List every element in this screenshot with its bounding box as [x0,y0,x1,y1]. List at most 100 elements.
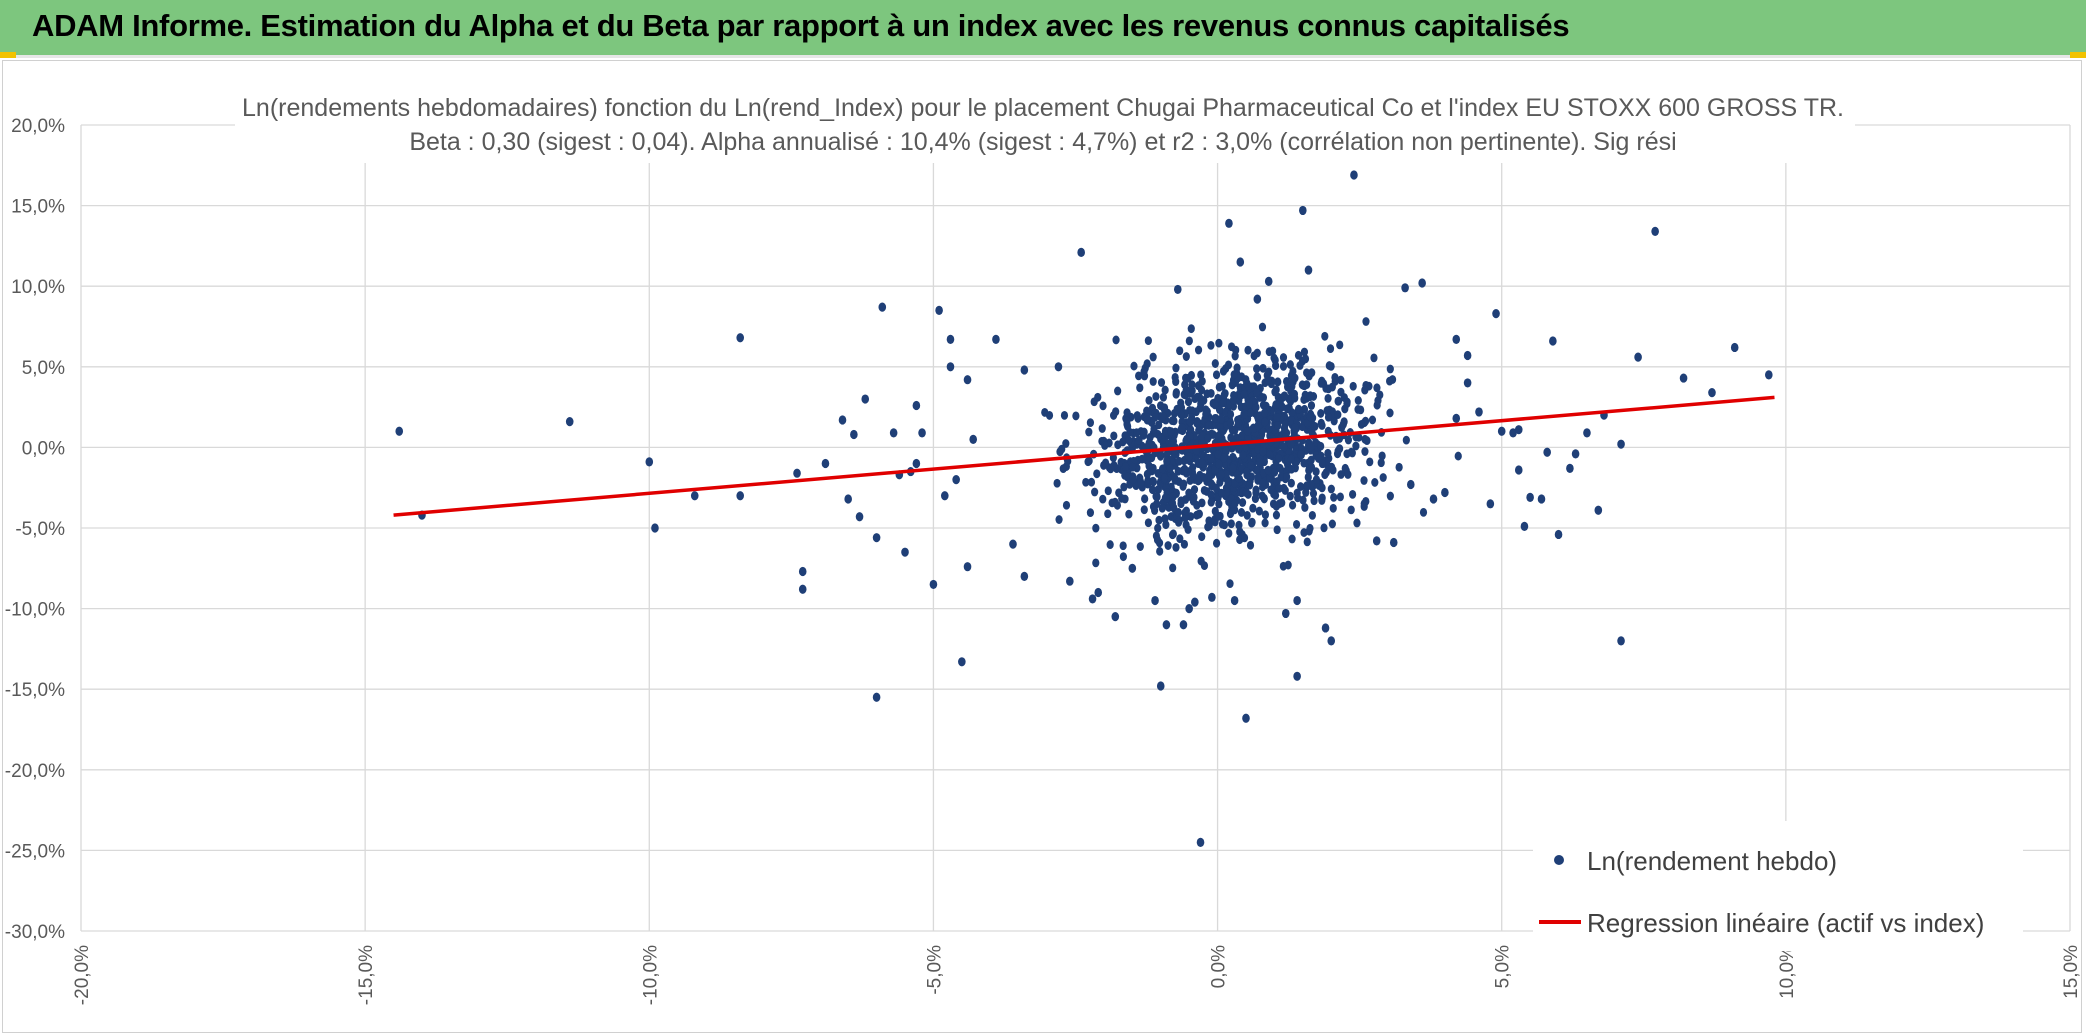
cloud-point [1386,408,1394,418]
cloud-point [1254,472,1262,482]
cloud-point [1207,389,1215,398]
cloud-point [1181,464,1189,474]
x-axis-labels: -20,0% -15,0% -10,0% -5,0% 0,0% 5,0% 10,0% 15,0… [72,945,2082,1005]
cloud-point [1287,464,1296,474]
cloud-point [1183,434,1191,444]
data-point [958,657,966,667]
cloud-point [1240,389,1248,399]
data-point [1236,257,1245,267]
data-point [1208,592,1216,602]
cloud-point [1162,493,1171,503]
y-tick-label: 20,0% [11,116,65,137]
cloud-point [1120,482,1128,492]
cloud-point [1274,421,1282,430]
cloud-point [1112,335,1120,345]
cloud-point [1454,451,1462,461]
cloud-point [1224,360,1233,370]
cloud-point [1172,363,1180,373]
cloud-point [1357,405,1365,415]
cloud-point [1136,383,1144,393]
cloud-point [1207,497,1215,507]
cloud-point [1056,447,1064,457]
data-point [1452,413,1461,423]
cloud-point [1258,322,1267,332]
data-point [1514,465,1523,475]
data-point [1583,428,1591,438]
cloud-point [1152,492,1160,501]
cloud-point [1119,552,1127,562]
cloud-point [1267,485,1275,495]
cloud-point [1279,353,1288,362]
legend: Ln(rendement hebdo) Regression linéaire … [1533,821,2023,951]
data-point [1617,439,1625,449]
cloud-point [1336,340,1344,350]
data-point [1304,265,1313,275]
cloud-point [1161,385,1169,395]
cloud-point [1140,367,1148,377]
data-point [1708,387,1716,398]
data-point [1293,671,1301,681]
corner-handle-top-right [2070,52,2086,58]
cloud-point [1184,397,1193,407]
cloud-point [1301,354,1310,364]
data-point [1128,563,1137,573]
data-point [1492,309,1500,319]
data-point [912,458,921,469]
cloud-point [1149,352,1157,362]
cloud-point [1291,373,1299,383]
cloud-point [1215,338,1223,348]
cloud-point [1286,491,1294,501]
cloud-point [1333,435,1341,444]
data-point [395,426,404,436]
cloud-point [1317,441,1325,451]
cloud-point [1330,416,1338,426]
cloud-point [1275,483,1283,493]
cloud-point [1041,408,1049,417]
cloud-point [1207,453,1215,463]
cloud-point [1185,336,1193,346]
cloud-point [1198,431,1206,441]
cloud-point [1062,500,1071,510]
cloud-point [1162,520,1170,530]
data-point [1179,620,1188,630]
data-point [1389,537,1398,548]
cloud-point [1178,423,1186,432]
cloud-point [1349,381,1357,391]
cloud-point [1231,499,1239,509]
cloud-point [1242,467,1251,477]
data-point [1088,594,1097,604]
cloud-point [1084,457,1092,467]
cloud-point [1180,539,1188,549]
cloud-point [1101,458,1110,468]
cloud-point [1140,505,1148,515]
cloud-point [1128,462,1137,472]
data-point [861,394,870,404]
cloud-point [1168,530,1177,540]
cloud-point [1310,496,1318,506]
cloud-point [1191,394,1199,404]
cloud-point [1334,396,1342,406]
data-point [929,579,938,590]
cloud-point [1324,448,1332,458]
data-point [1475,407,1483,417]
cloud-point [1144,518,1153,528]
data-point [969,434,978,444]
data-point [935,305,943,315]
cloud-point [1172,542,1180,552]
cloud-point [1371,478,1379,487]
cloud-point [1361,434,1369,444]
cloud-point [1182,506,1190,516]
data-point [1594,505,1603,515]
cloud-point [1186,476,1194,485]
cloud-point [1341,404,1349,414]
cloud-point [1149,463,1157,473]
cloud-point [1217,414,1225,424]
cloud-point [1347,505,1355,515]
cloud-point [1253,364,1261,374]
data-point [1196,837,1205,847]
data-point [793,468,801,478]
cloud-point [1317,379,1325,388]
cloud-point [1164,541,1172,550]
data-point [1009,539,1017,549]
cloud-point [1237,508,1246,517]
